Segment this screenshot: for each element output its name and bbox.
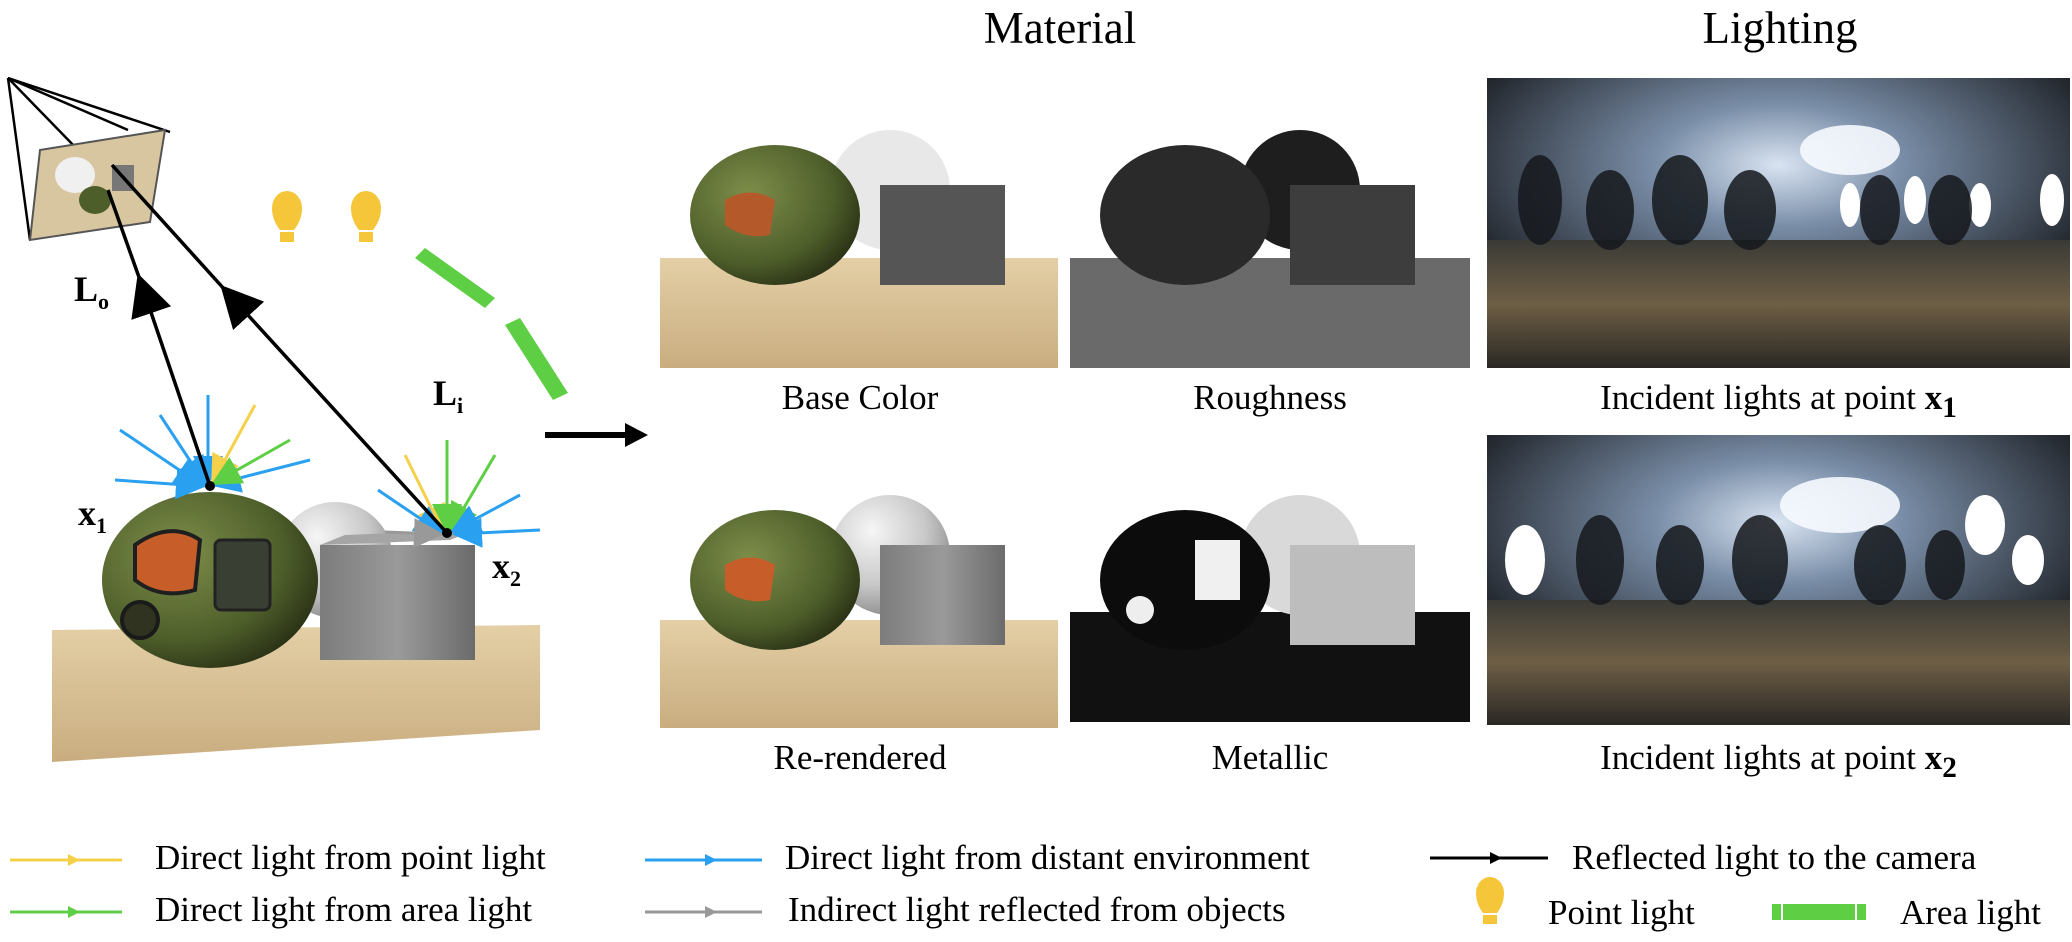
caption-incident-x1: Incident lights at point x1 xyxy=(1600,378,1957,424)
caption-base-color: Base Color xyxy=(781,378,939,417)
legend-reflected: Reflected light to the camera xyxy=(1572,838,1977,877)
legend-point-direct: Direct light from point light xyxy=(155,838,546,877)
legend-point-light: Point light xyxy=(1548,893,1695,932)
label-x1: x1 xyxy=(78,493,107,539)
bulb-icon xyxy=(272,191,381,242)
incident-light-x1-image xyxy=(1487,78,2070,368)
metallic-image xyxy=(1070,430,1470,728)
rays-x1 xyxy=(114,395,311,500)
scene-helmet xyxy=(102,492,318,668)
legend-area-direct: Direct light from area light xyxy=(155,890,533,929)
rays-x2 xyxy=(377,440,541,549)
reflected-rays xyxy=(106,163,452,538)
caption-roughness: Roughness xyxy=(1193,378,1347,417)
label-li: Li xyxy=(433,373,464,419)
legend-env-direct: Direct light from distant environment xyxy=(785,838,1310,877)
legend-markers xyxy=(10,852,1866,924)
legend-area-light: Area light xyxy=(1900,893,2041,932)
camera-icon xyxy=(6,76,171,242)
area-light-icon xyxy=(415,248,568,400)
roughness-image xyxy=(1070,70,1470,368)
label-lo: Lo xyxy=(74,269,110,315)
caption-re-rendered: Re-rendered xyxy=(773,738,947,777)
re-rendered-image xyxy=(660,430,1060,728)
material-heading: Material xyxy=(983,3,1137,53)
arrow-right-icon xyxy=(545,423,648,447)
label-x2: x2 xyxy=(492,546,521,592)
base-color-image xyxy=(660,70,1060,368)
caption-metallic: Metallic xyxy=(1211,738,1329,777)
scene-cube xyxy=(320,530,475,660)
lighting-heading: Lighting xyxy=(1702,3,1858,53)
incident-light-x2-image xyxy=(1487,435,2070,725)
caption-incident-x2: Incident lights at point x2 xyxy=(1600,738,1957,784)
legend-indirect: Indirect light reflected from objects xyxy=(788,890,1286,929)
